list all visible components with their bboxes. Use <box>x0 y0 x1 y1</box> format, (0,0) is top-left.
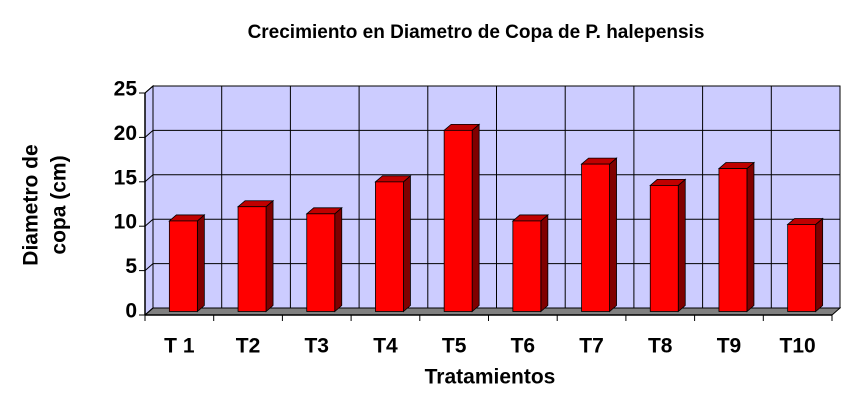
bar <box>168 214 206 313</box>
bar <box>236 199 275 313</box>
x-tick-label: T10 <box>780 335 816 358</box>
bar <box>786 217 824 313</box>
x-tick-label: T6 <box>511 335 536 358</box>
y-tick-label: 0 <box>125 300 137 323</box>
y-tick-label: 25 <box>114 78 138 101</box>
x-tick-label: T9 <box>717 335 742 358</box>
bar-front <box>787 224 817 312</box>
bar-side <box>540 214 549 313</box>
bar-front <box>718 168 748 312</box>
bar-front <box>375 181 404 312</box>
chart-title: Crecimiento en Diametro de Copa de P. ha… <box>248 22 705 43</box>
x-tick-label: T8 <box>648 335 673 358</box>
bar-side <box>609 157 617 313</box>
bar-side <box>471 123 480 313</box>
y-tick-label: 20 <box>114 122 137 145</box>
bar <box>443 123 481 313</box>
bar <box>649 178 687 313</box>
x-tick-label: T3 <box>304 335 329 358</box>
bar-front <box>649 185 679 312</box>
bar-side <box>815 217 824 313</box>
side-wall <box>144 84 154 317</box>
bar-front <box>168 220 198 312</box>
y-axis-label-line: copa (cm) <box>48 155 71 254</box>
bar-side <box>196 214 205 313</box>
grid-line <box>144 129 840 138</box>
bar <box>511 214 549 313</box>
bar <box>717 161 756 313</box>
bar-front <box>581 163 610 312</box>
y-axis-label: Diametro de copa (cm) <box>20 144 71 265</box>
bar <box>305 206 343 313</box>
x-tick-label: T5 <box>442 335 467 358</box>
bar-side <box>334 206 343 313</box>
x-tick-label: T2 <box>236 335 261 358</box>
bar-front <box>237 206 267 312</box>
x-tick-label: T 1 <box>164 335 195 358</box>
y-axis-label-line: Diametro de <box>20 144 43 265</box>
x-tick-label: T7 <box>579 335 604 358</box>
y-tick-label: 15 <box>114 166 138 189</box>
bar-front <box>306 213 336 312</box>
grid-line <box>144 85 840 94</box>
y-tick-label: 10 <box>114 211 137 234</box>
x-tick-label: T4 <box>373 335 398 358</box>
x-axis-label: Tratamientos <box>425 366 556 389</box>
y-tick-label: 5 <box>125 255 137 278</box>
bar <box>374 174 412 313</box>
bar-side <box>403 174 411 313</box>
bar-side <box>746 161 755 313</box>
bar-front <box>443 129 473 312</box>
bar <box>580 157 618 313</box>
bar-front <box>512 220 542 312</box>
bar-side <box>265 199 274 313</box>
bar-side <box>677 178 686 313</box>
